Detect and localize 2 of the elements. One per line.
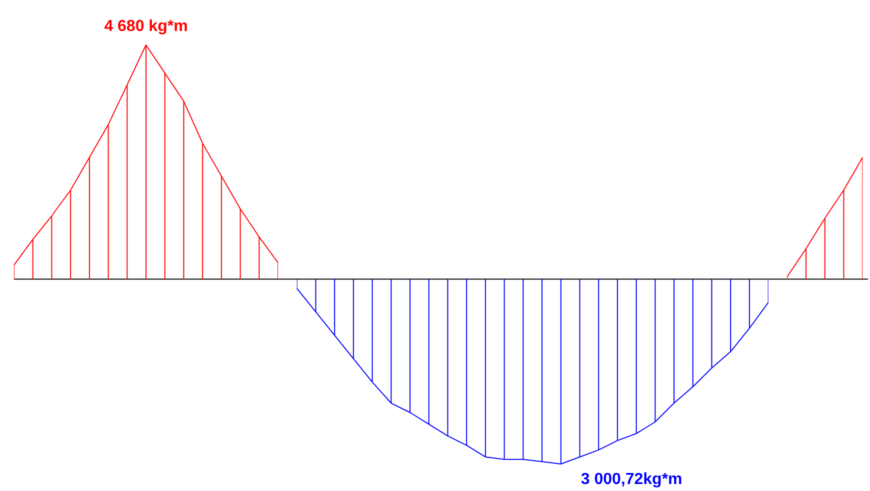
text: 3 000,72kg*m xyxy=(580,471,682,488)
text: 4 680 kg*m xyxy=(104,18,188,35)
